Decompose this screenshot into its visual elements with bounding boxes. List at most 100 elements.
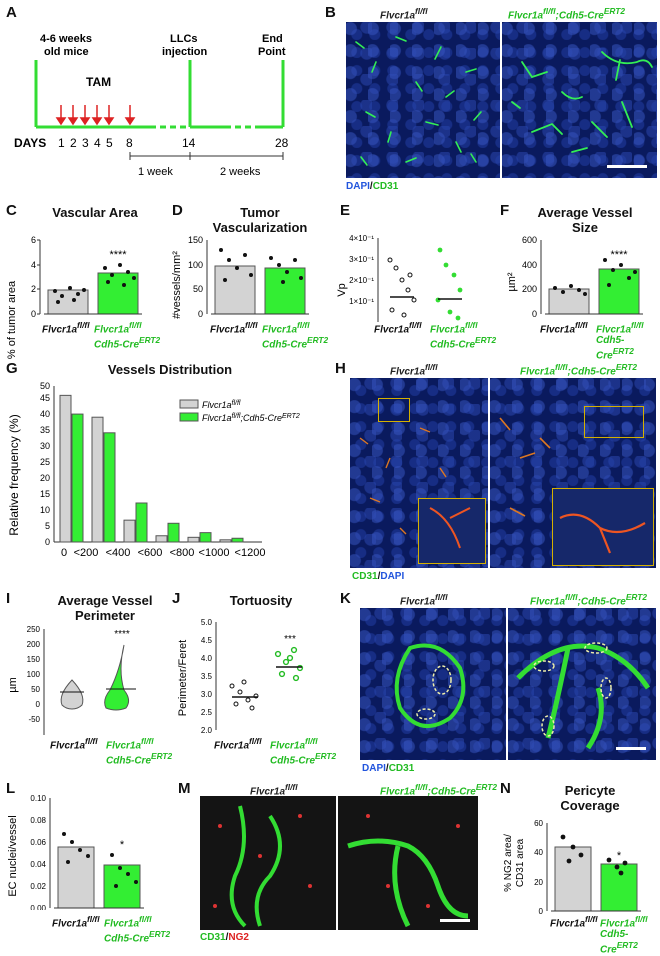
panel-n-ylabel-line2: CD31 area <box>515 838 526 887</box>
panel-k-image-wt <box>360 608 506 760</box>
panel-c-xlabel-ko: Flvcr1afl/fl Cdh5-CreERT2 <box>94 320 161 351</box>
panel-i-xlabel-ko: Flvcr1afl/fl Cdh5-CreERT2 <box>106 736 173 767</box>
bar-ko-5 <box>231 537 244 543</box>
bar-ko <box>264 267 306 315</box>
svg-text:20: 20 <box>534 878 543 887</box>
scale-bar <box>616 747 646 750</box>
svg-text:20: 20 <box>40 473 50 483</box>
panel-c-ylabel: % of tumor area <box>6 280 18 359</box>
svg-text:1×10⁻¹: 1×10⁻¹ <box>349 297 374 306</box>
end-label-line1: End <box>262 33 283 45</box>
svg-text:2: 2 <box>70 136 77 150</box>
svg-text:3.0: 3.0 <box>201 690 213 699</box>
bar-ko <box>97 272 139 315</box>
panel-b-stain-legend: DAPI/CD31 <box>346 181 399 192</box>
panel-e-letter: E <box>340 202 351 219</box>
svg-text:200: 200 <box>27 640 41 649</box>
svg-text:8: 8 <box>126 136 133 150</box>
svg-text:0.08: 0.08 <box>30 816 46 825</box>
panel-f-xlabel-ko: Flvcr1afl/fl Cdh5-CreERT2 <box>596 320 644 362</box>
tam-arrows <box>55 105 136 126</box>
panel-g-letter: G <box>6 360 18 377</box>
panel-f-ylabel: µm² <box>506 272 518 292</box>
panel-g-ylabel: Relative frequency (%) <box>7 414 21 535</box>
panel-n-xlabel-ko: Flvcr1afl/fl Cdh5-CreERT2 <box>600 914 648 956</box>
svg-text:5.0: 5.0 <box>201 618 213 627</box>
panel-n-letter: N <box>500 780 511 797</box>
bar-wt <box>548 288 590 315</box>
panel-i-letter: I <box>6 590 11 607</box>
svg-text:0.06: 0.06 <box>30 838 46 847</box>
panel-c-chart: % of tumor area 0 2 4 6 **** <box>6 235 142 359</box>
panel-n-ylabel-line1: % NG2 area/ <box>503 834 514 892</box>
bar-wt <box>47 289 89 315</box>
svg-text:5: 5 <box>106 136 113 150</box>
panel-j-letter: J <box>172 590 181 607</box>
svg-text:0: 0 <box>61 547 67 559</box>
panel-h-wt-label: Flvcr1afl/fl <box>390 362 438 378</box>
panel-n-xlabel-wt: Flvcr1afl/fl <box>550 914 598 930</box>
svg-text:14: 14 <box>182 136 196 150</box>
panel-j-chart: Perimeter/Feret 5.0 4.5 4.0 3.5 3.0 2.5 2.0 *… <box>177 618 304 735</box>
svg-text:200: 200 <box>522 284 537 294</box>
panel-i-ylabel: µm <box>7 677 19 693</box>
panel-d-xlabel-wt: Flvcr1afl/fl <box>210 320 258 336</box>
panel-b-letter: B <box>325 4 336 21</box>
svg-text:1: 1 <box>58 136 65 150</box>
svg-text:4.0: 4.0 <box>201 654 213 663</box>
svg-text:30: 30 <box>40 441 50 451</box>
svg-text:100: 100 <box>188 260 203 270</box>
scale-bar <box>607 165 647 168</box>
svg-text:4: 4 <box>31 260 36 270</box>
svg-text:<800: <800 <box>170 547 195 559</box>
svg-text:2.5: 2.5 <box>201 708 213 717</box>
svg-text:<600: <600 <box>138 547 163 559</box>
panel-h-letter: H <box>335 360 346 377</box>
svg-text:0: 0 <box>532 309 537 319</box>
svg-text:15: 15 <box>40 489 50 499</box>
svg-text:-50: -50 <box>28 715 40 724</box>
panel-m-wt-label: Flvcr1afl/fl <box>250 782 298 798</box>
llc-label-line2: injection <box>162 46 208 58</box>
svg-text:4×10⁻¹: 4×10⁻¹ <box>349 234 374 243</box>
svg-text:2×10⁻¹: 2×10⁻¹ <box>349 276 374 285</box>
start-label-line2: old mice <box>44 46 89 58</box>
svg-text:50: 50 <box>193 284 203 294</box>
svg-text:0: 0 <box>45 537 50 547</box>
panel-i-title: Average Vessel Perimeter <box>57 593 153 623</box>
panel-g-chart: Relative frequency (%) 0 5 10 15 20 25 30 35 40… <box>7 381 300 559</box>
panel-d-chart: #vessels/mm² 0 50 100 150 <box>171 235 309 319</box>
llc-label-line1: LLCs <box>170 33 198 45</box>
bar-wt-5 <box>219 539 232 543</box>
panel-b-wt-label: Flvcr1afl/fl <box>380 6 428 22</box>
svg-text:10: 10 <box>40 505 50 515</box>
bar-wt-3 <box>155 535 168 543</box>
bar-wt-4 <box>187 536 200 543</box>
panel-c-title: Vascular Area <box>52 205 138 220</box>
svg-text:28: 28 <box>275 136 289 150</box>
week1-label: 1 week <box>138 166 173 178</box>
week2-label: 2 weeks <box>220 166 261 178</box>
panel-h-ko-label: Flvcr1afl/fl;Cdh5-CreERT2 <box>520 362 638 378</box>
panel-f-xlabel-wt: Flvcr1afl/fl <box>540 320 588 336</box>
panel-b-image-wt <box>346 22 500 178</box>
svg-text:250: 250 <box>27 625 41 634</box>
svg-text:0: 0 <box>198 309 203 319</box>
bar-wt-0 <box>59 394 72 543</box>
panel-m-image-wt <box>200 796 336 930</box>
panel-m-ko-label: Flvcr1afl/fl;Cdh5-CreERT2 <box>380 782 498 798</box>
panel-m-stain-legend: CD31/NG2 <box>200 932 249 943</box>
bar-wt <box>554 846 592 912</box>
bar-wt-1 <box>91 416 104 543</box>
panel-e-xlabel-ko: Flvcr1afl/fl Cdh5-CreERT2 <box>430 320 497 351</box>
panel-n-title: Pericyte Coverage <box>560 783 620 813</box>
svg-text:40: 40 <box>534 848 543 857</box>
sig-stars: * <box>617 850 622 862</box>
panel-j-title: Tortuosity <box>229 593 293 608</box>
panel-k-wt-label: Flvcr1afl/fl <box>400 592 448 608</box>
svg-text:150: 150 <box>27 655 41 664</box>
bar-ko-4 <box>199 532 212 543</box>
panel-e-xlabel-wt: Flvcr1afl/fl <box>374 320 422 336</box>
panel-h-image-wt <box>350 378 488 568</box>
